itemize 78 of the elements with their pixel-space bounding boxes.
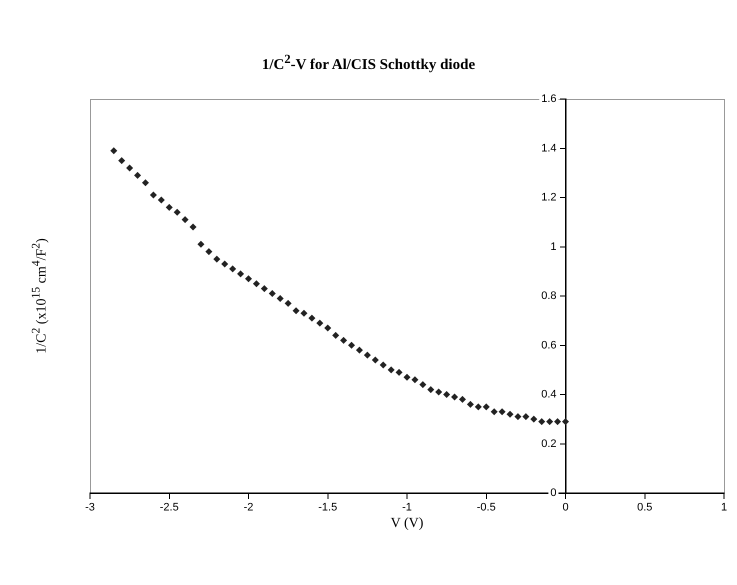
point bbox=[174, 208, 181, 216]
point bbox=[205, 248, 212, 256]
x-tick-label: -0.5 bbox=[476, 502, 496, 514]
point bbox=[134, 172, 142, 179]
y-tick-label: 0.4 bbox=[541, 388, 556, 401]
point bbox=[356, 346, 363, 354]
point bbox=[245, 275, 252, 282]
y-tick-label: 1.6 bbox=[541, 93, 556, 106]
point bbox=[268, 290, 276, 298]
point bbox=[435, 388, 442, 396]
y-tick-label: 1 bbox=[550, 240, 556, 253]
point bbox=[197, 240, 204, 248]
point bbox=[126, 164, 134, 172]
point bbox=[221, 260, 228, 268]
point bbox=[474, 403, 482, 410]
point bbox=[546, 418, 554, 426]
point bbox=[554, 418, 562, 426]
y-tick-label: 1.2 bbox=[541, 192, 556, 204]
point bbox=[490, 408, 498, 416]
point bbox=[213, 256, 220, 263]
point bbox=[506, 410, 514, 418]
y-tick-label: 0.8 bbox=[541, 290, 556, 302]
point bbox=[292, 307, 300, 314]
y-tick-label: 0.6 bbox=[541, 339, 556, 352]
x-tick-label: -1 bbox=[402, 502, 412, 514]
point bbox=[316, 320, 324, 327]
point bbox=[466, 400, 474, 408]
point bbox=[332, 332, 340, 339]
x-tick-label: -2 bbox=[244, 502, 254, 514]
point bbox=[260, 285, 268, 292]
point bbox=[166, 204, 173, 211]
point bbox=[182, 216, 189, 224]
point bbox=[388, 366, 395, 374]
x-tick-label: -1.5 bbox=[318, 502, 338, 514]
chart-title: 1/C$^{2}$-V for Al/CIS Schottky diode bbox=[260, 52, 476, 74]
point bbox=[514, 413, 522, 420]
x-tick-label: 1 bbox=[720, 502, 728, 514]
x-tick-label: -3 bbox=[85, 502, 95, 514]
x-tick-label: 0 bbox=[562, 502, 569, 514]
point bbox=[284, 300, 292, 307]
point bbox=[458, 396, 466, 403]
point bbox=[443, 391, 450, 398]
y-tick-label: 0 bbox=[550, 487, 556, 500]
point bbox=[530, 416, 538, 423]
point bbox=[396, 368, 403, 376]
point bbox=[142, 179, 149, 186]
y-tick-label: 1.4 bbox=[541, 142, 556, 154]
point bbox=[482, 403, 490, 410]
point bbox=[404, 374, 410, 381]
point bbox=[158, 196, 165, 204]
point bbox=[411, 376, 418, 384]
point bbox=[498, 408, 506, 416]
point bbox=[237, 270, 244, 278]
point bbox=[451, 393, 458, 400]
point bbox=[372, 356, 379, 364]
point bbox=[348, 342, 356, 349]
point bbox=[562, 418, 569, 426]
point bbox=[324, 324, 332, 332]
point bbox=[252, 280, 260, 288]
x-axis-title: V (V) bbox=[390, 516, 424, 532]
point bbox=[110, 147, 118, 154]
point bbox=[190, 224, 197, 231]
point bbox=[419, 381, 426, 388]
point bbox=[522, 413, 530, 420]
point bbox=[300, 310, 308, 317]
point bbox=[276, 294, 284, 302]
point bbox=[308, 314, 316, 322]
x-tick-label: -2.5 bbox=[160, 502, 179, 514]
point bbox=[364, 352, 371, 359]
y-tick-label: 0.2 bbox=[541, 438, 556, 450]
point bbox=[118, 157, 126, 164]
point bbox=[538, 418, 546, 426]
point bbox=[340, 336, 348, 344]
x-tick-label: 0.5 bbox=[637, 502, 652, 514]
point bbox=[150, 192, 157, 199]
point bbox=[229, 265, 236, 272]
point bbox=[427, 386, 434, 394]
point bbox=[380, 361, 387, 368]
